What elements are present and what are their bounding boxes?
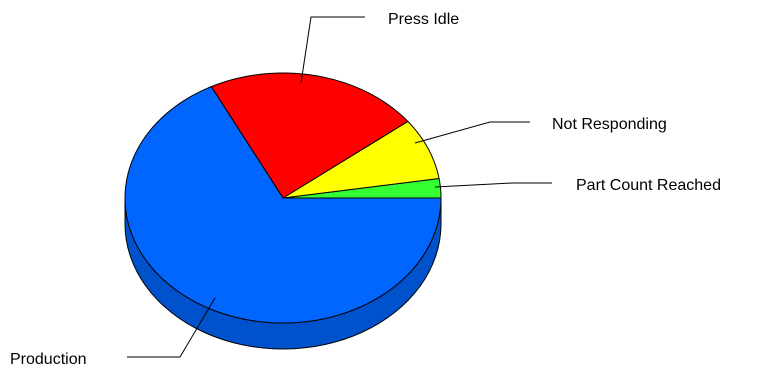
leader-line-not-responding bbox=[414, 121, 530, 144]
leader-line-part-count-reached bbox=[434, 182, 552, 188]
pie-slice-press-idle bbox=[210, 72, 409, 199]
leader-lines bbox=[127, 16, 552, 358]
slice-label-not-responding: Not Responding bbox=[552, 116, 667, 133]
slice-label-production: Production bbox=[10, 351, 87, 368]
slice-labels: Part Count Reached Not Responding Press Id… bbox=[10, 11, 721, 368]
pie-slice-production bbox=[124, 86, 442, 324]
pie-top-layer bbox=[124, 72, 442, 324]
slice-label-part-count-reached: Part Count Reached bbox=[576, 177, 721, 194]
leader-line-production bbox=[127, 297, 216, 358]
leader-line-press-idle bbox=[300, 16, 365, 84]
slice-label-press-idle: Press Idle bbox=[388, 11, 459, 28]
pie-slice-not-responding bbox=[282, 120, 440, 199]
